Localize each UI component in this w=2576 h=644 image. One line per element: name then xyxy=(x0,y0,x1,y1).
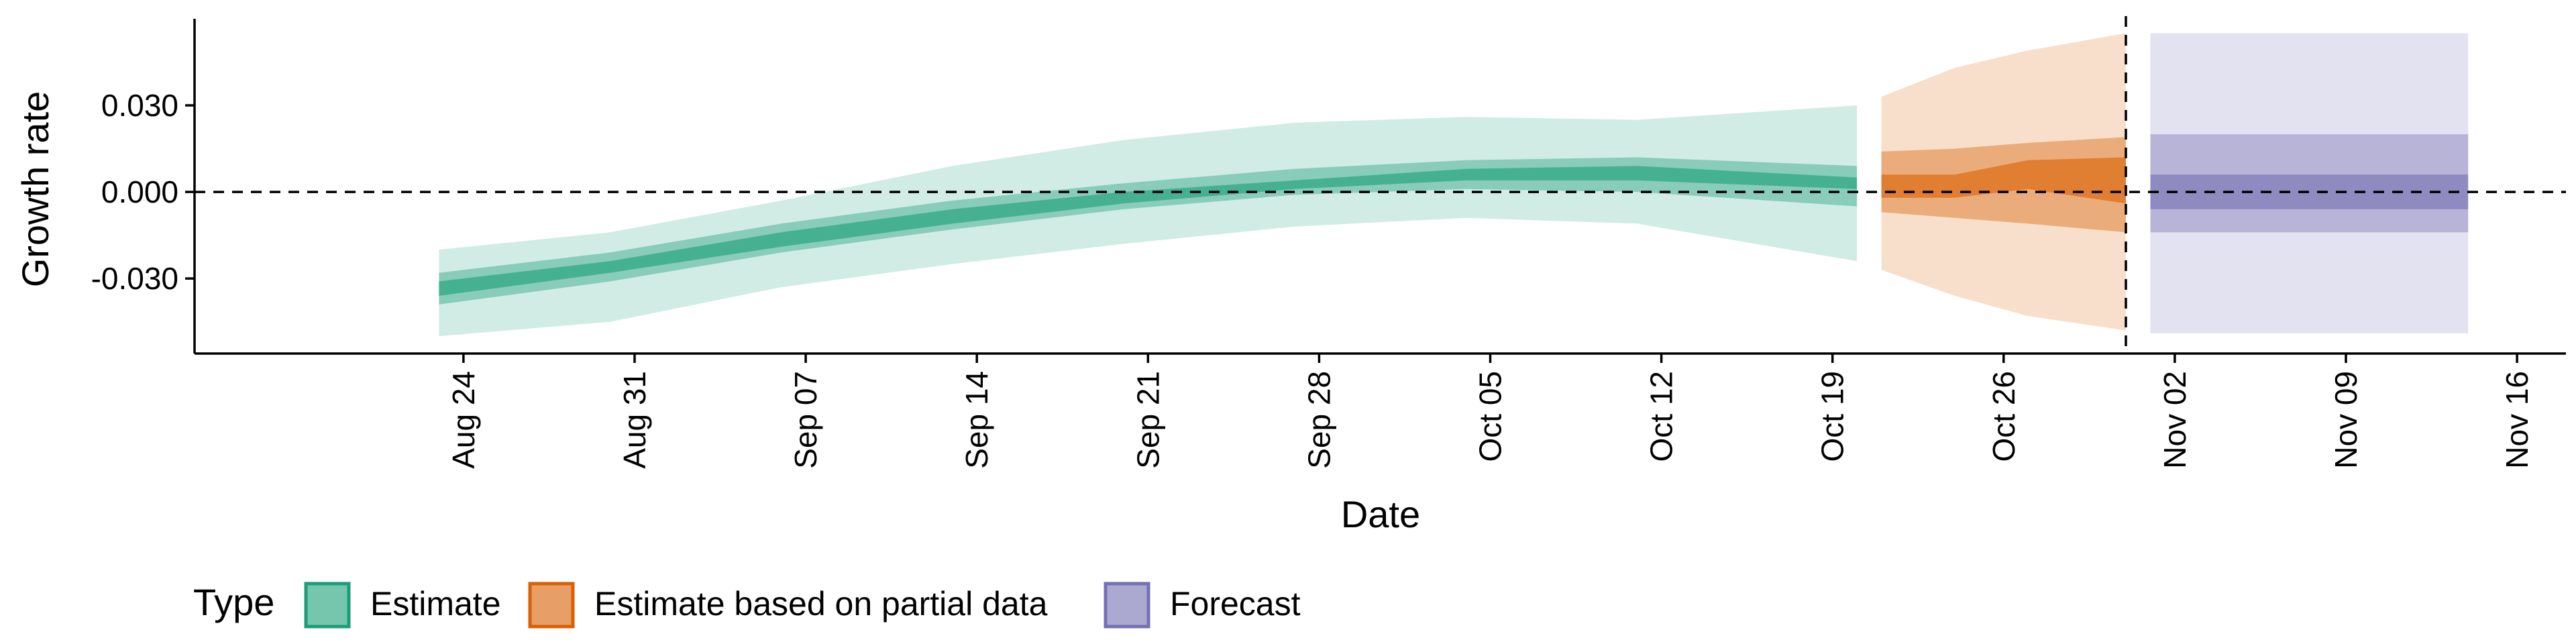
x-axis-title: Date xyxy=(1341,493,1420,535)
y-tick-label: 0.030 xyxy=(101,88,178,123)
x-tick-label: Oct 12 xyxy=(1644,371,1679,462)
y-axis-title: Growth rate xyxy=(14,91,56,288)
x-tick-label: Nov 09 xyxy=(2328,371,2363,469)
x-tick-label: Sep 14 xyxy=(959,371,994,469)
x-tick-label: Nov 16 xyxy=(2500,371,2534,469)
legend-label-2: Estimate based on partial data xyxy=(594,585,1048,623)
x-tick-label: Aug 24 xyxy=(446,371,481,469)
x-tick-label: Oct 05 xyxy=(1473,371,1508,462)
y-tick-label: -0.030 xyxy=(91,261,178,296)
legend-label-3: Forecast xyxy=(1170,585,1301,623)
legend-key-2 xyxy=(528,582,575,629)
band-3-inner xyxy=(2150,174,2469,209)
legend-key-3 xyxy=(1104,582,1150,629)
x-tick-label: Oct 19 xyxy=(1815,371,1850,462)
reference-lines xyxy=(195,16,2566,354)
axes xyxy=(193,19,2566,355)
legend: Type Estimate Estimate based on partial d… xyxy=(193,581,1301,629)
band-1-outer xyxy=(439,105,1858,337)
ticks: -0.030 0.000 0.030 Aug 24 Aug 31 Sep 07 Sep 14… xyxy=(91,88,2535,469)
x-tick-label: Oct 26 xyxy=(1986,371,2021,462)
x-tick-label: Sep 21 xyxy=(1130,371,1165,469)
y-tick-label: 0.000 xyxy=(101,174,178,209)
x-tick-label: Sep 28 xyxy=(1301,371,1336,469)
band-1-inner xyxy=(439,166,1858,296)
x-tick-label: Sep 07 xyxy=(788,371,823,469)
x-tick-label: Nov 02 xyxy=(2157,371,2192,469)
series-bands xyxy=(439,33,2469,337)
x-tick-label: Aug 31 xyxy=(617,371,652,469)
legend-key-1 xyxy=(304,582,351,629)
legend-label-1: Estimate xyxy=(370,585,501,623)
legend-title: Type xyxy=(193,581,274,623)
